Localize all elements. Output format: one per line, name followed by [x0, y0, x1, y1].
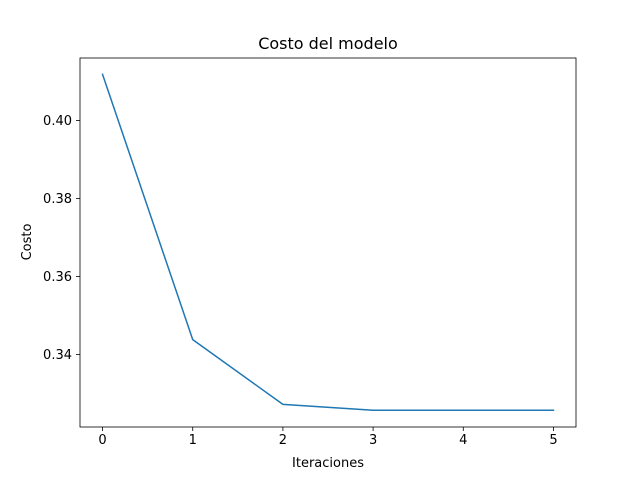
- y-tick-label: 0.38: [43, 192, 72, 207]
- x-axis-label: Iteraciones: [292, 456, 364, 471]
- x-tick-label: 1: [189, 433, 197, 448]
- plot-frame: [79, 57, 577, 428]
- x-axis-ticks: 0 1 2 3 4 5: [98, 427, 558, 448]
- plot-area: [80, 58, 576, 427]
- y-axis-ticks: 0.34 0.36 0.38 0.40: [43, 114, 80, 363]
- x-tick-label: 4: [459, 433, 467, 448]
- x-tick-label: 2: [279, 433, 287, 448]
- y-tick-label: 0.34: [43, 348, 72, 363]
- y-axis-label: Costo: [20, 224, 35, 261]
- series-line-costo: [101, 73, 555, 411]
- x-tick-label: 3: [369, 433, 377, 448]
- y-tick-label: 0.36: [43, 270, 72, 285]
- y-tick-label: 0.40: [43, 114, 72, 129]
- x-tick-label: 5: [549, 433, 557, 448]
- x-tick-label: 0: [98, 433, 106, 448]
- chart-title: Costo del modelo: [258, 34, 398, 53]
